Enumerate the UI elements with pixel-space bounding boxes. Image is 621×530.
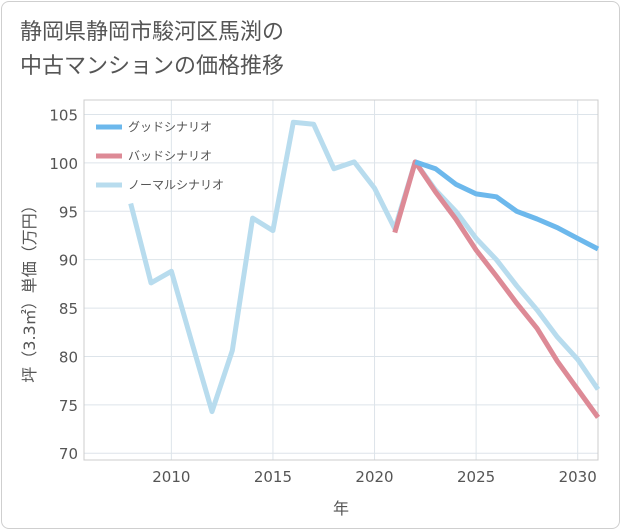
plot-area-frame <box>83 99 599 461</box>
x-axis-title: 年 <box>333 499 349 518</box>
y-tick-label: 75 <box>59 397 78 415</box>
legend-label: バッドシナリオ <box>128 149 212 163</box>
y-tick-label: 90 <box>59 252 78 270</box>
chart-grid <box>84 100 598 460</box>
chart-title: 静岡県静岡市駿河区馬渕の 中古マンションの価格推移 <box>20 16 284 84</box>
legend-label: グッドシナリオ <box>128 120 212 134</box>
x-tick-label: 2015 <box>254 468 292 486</box>
y-axis-title: 坪（3.3㎡）単価（万円） <box>20 197 39 382</box>
y-tick-label: 70 <box>59 445 78 463</box>
legend-label: ノーマルシナリオ <box>128 178 224 192</box>
x-tick-label: 2030 <box>559 468 597 486</box>
series-line <box>128 119 601 415</box>
x-tick-label: 2010 <box>152 468 190 486</box>
series-line <box>414 159 600 252</box>
series-good <box>414 159 600 252</box>
chart-ticks: 70 75 80 85 90 95 100 105 2010 2015 2020 2025 2030 <box>49 107 596 486</box>
series-bad <box>392 159 601 419</box>
x-tick-label: 2025 <box>457 468 495 486</box>
chart-title-line-1: 静岡県静岡市駿河区馬渕の <box>20 20 285 45</box>
y-tick-label: 80 <box>59 348 78 366</box>
chart-series <box>128 119 601 419</box>
y-tick-label: 105 <box>49 107 78 125</box>
series-normal <box>128 119 601 415</box>
y-tick-label: 100 <box>49 155 78 173</box>
series-line <box>392 159 601 419</box>
x-tick-label: 2020 <box>355 468 393 486</box>
y-tick-label: 85 <box>59 300 78 318</box>
y-tick-label: 95 <box>59 203 78 221</box>
chart-title-line-2: 中古マンションの価格推移 <box>20 54 285 79</box>
